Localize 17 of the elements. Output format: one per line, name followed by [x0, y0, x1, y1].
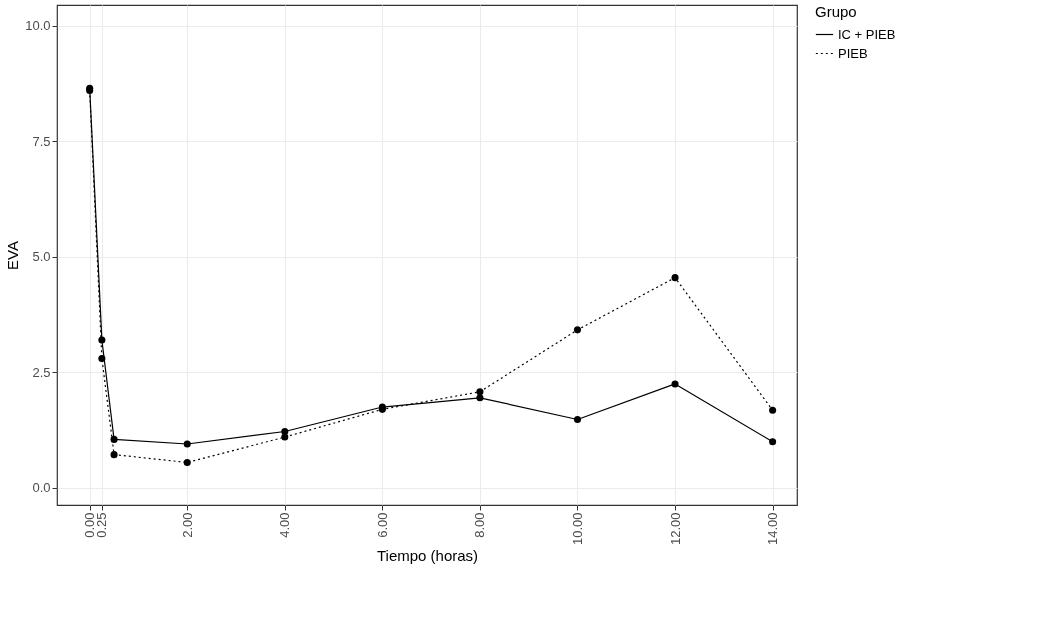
x-tick-label: 6.00: [374, 512, 390, 538]
y-tick-label: 0.0: [32, 480, 51, 496]
y-axis-title: EVA: [4, 241, 22, 270]
y-tick-label: 7.5: [32, 133, 51, 149]
x-axis-title: Tiempo (horas): [376, 547, 479, 565]
legend-label: IC + PIEB: [838, 26, 896, 42]
y-tick-label: 2.5: [32, 364, 51, 380]
legend-label: PIEB: [838, 45, 868, 61]
x-tick-label: 12.00: [667, 512, 683, 546]
legend-title: Grupo: [815, 3, 857, 20]
x-tick-label: 14.00: [765, 512, 781, 546]
x-tick-label: 8.00: [472, 512, 488, 538]
x-tick-label: 4.00: [277, 512, 293, 538]
y-tick-label: 10.0: [25, 18, 51, 34]
y-tick-label: 5.0: [32, 249, 51, 265]
x-tick-label: 10.00: [569, 512, 585, 546]
x-tick-label: 2.00: [179, 512, 195, 538]
